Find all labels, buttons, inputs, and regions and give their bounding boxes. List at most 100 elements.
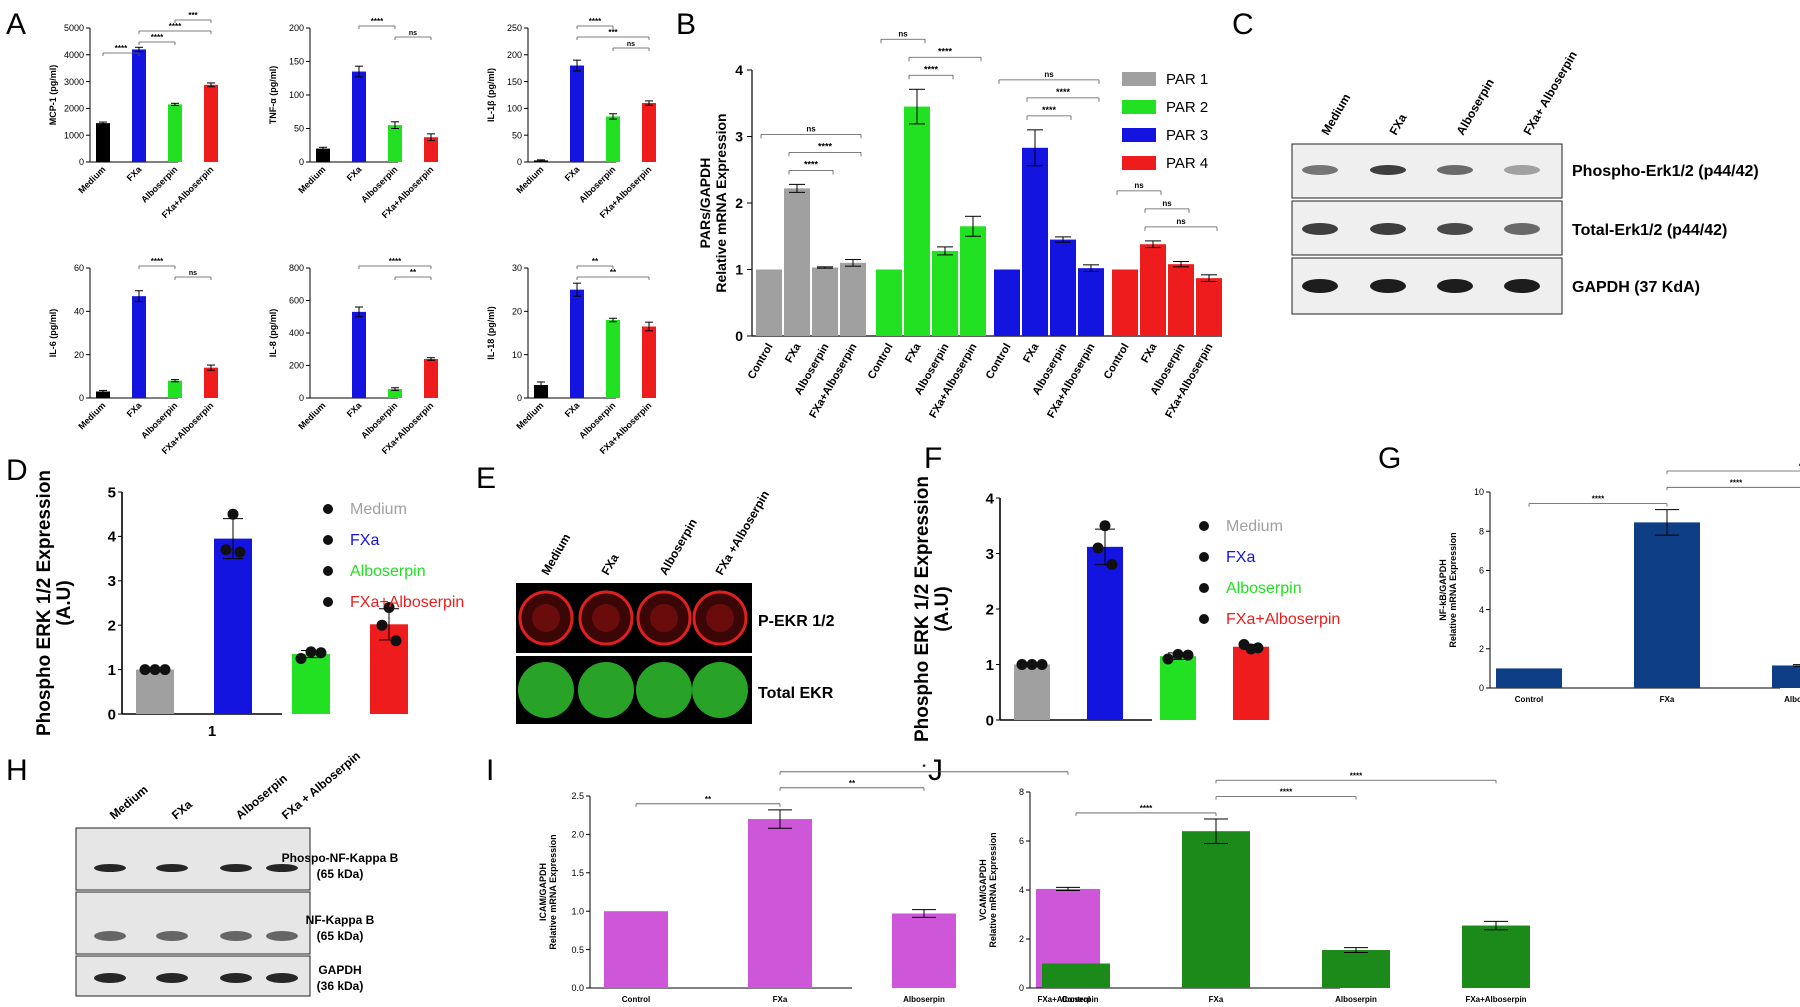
significance-label: **** xyxy=(1350,771,1363,780)
y-axis-label: IL-1β (pg/ml) xyxy=(486,68,496,122)
blot-row-label: GAPDH (37 KdA) xyxy=(1572,279,1700,296)
bar-medium xyxy=(1014,664,1050,720)
significance-label: ** xyxy=(592,257,599,266)
y-tick-label: 0.5 xyxy=(571,945,584,955)
y-tick-label: 8 xyxy=(1479,526,1484,536)
blot-band xyxy=(94,864,126,872)
significance-label: *** xyxy=(608,28,618,37)
panel-letter-h: H xyxy=(6,754,28,787)
y-tick-label: 0 xyxy=(1479,683,1484,693)
legend-label: PAR 3 xyxy=(1166,127,1208,144)
chart-f: 0 1 2 3 4 Phospho ERK 1/2 Expression (A.U) xyxy=(912,476,1269,742)
significance-label: **** xyxy=(1042,105,1057,115)
y-tick-label: 2.0 xyxy=(571,830,584,840)
legend-swatch xyxy=(1122,156,1156,170)
y-tick-label: 200 xyxy=(507,50,522,60)
significance-label: ** xyxy=(705,795,712,804)
significance-label: **** xyxy=(151,33,164,42)
significance-label: **** xyxy=(1140,804,1153,813)
data-point xyxy=(390,635,402,647)
significance-label: **** xyxy=(169,22,182,31)
data-point xyxy=(1182,649,1194,661)
bar-alboserpin xyxy=(606,320,620,398)
category-label: Control xyxy=(984,342,1014,382)
category-label: Medium xyxy=(76,164,107,195)
green-well xyxy=(636,662,692,718)
bar-fxa xyxy=(748,819,812,988)
y-axis-label: Phospho ERK 1/2 Expression xyxy=(912,476,933,742)
significance-label: **** xyxy=(1056,87,1071,97)
fluorescence-blot-e: Medium FXa Alboserpin FXa +Alboserpin P-EKR … xyxy=(516,488,835,724)
category-label: Medium xyxy=(76,400,107,431)
y-axis-label: TNF-α (pg/ml) xyxy=(268,66,278,125)
legend-label: FXa xyxy=(1226,549,1255,566)
data-point xyxy=(383,601,395,613)
blot-row-label: P-EKR 1/2 xyxy=(758,613,835,630)
data-point xyxy=(149,664,161,676)
significance-label: ns xyxy=(1162,199,1172,208)
data-point xyxy=(295,653,307,664)
legend-label: Alboserpin xyxy=(1226,580,1302,597)
category-label: Control xyxy=(746,342,776,382)
legend-marker xyxy=(1199,614,1209,624)
y-tick-label: 4 xyxy=(735,62,743,78)
y-tick-label: 50 xyxy=(512,130,522,140)
category-label: FXa xyxy=(783,341,804,365)
y-tick-label: 60 xyxy=(74,263,84,273)
data-point xyxy=(220,544,232,556)
y-axis-label: VCAM/GAPDH xyxy=(978,859,988,921)
panel-letter-j: J xyxy=(928,754,943,787)
red-well-center xyxy=(592,604,620,632)
bar-control xyxy=(604,911,668,988)
category-label: Alboserpin xyxy=(1335,995,1377,1004)
y-tick-label: 100 xyxy=(289,90,304,100)
category-label: FXa xyxy=(563,400,582,419)
legend-marker xyxy=(323,535,333,545)
panel-letter-c: C xyxy=(1232,8,1254,41)
category-label: FXa xyxy=(1021,341,1042,365)
y-tick-label: 0 xyxy=(517,157,522,167)
y-axis-label: PARs/GAPDH xyxy=(697,158,713,249)
bar-fxa xyxy=(570,289,584,398)
red-well-center xyxy=(650,604,678,632)
legend-label: Medium xyxy=(1226,518,1283,535)
lane-label: FXa xyxy=(169,797,195,822)
bar-fxa-alboserpin xyxy=(1233,646,1269,720)
bar-par2 xyxy=(904,106,930,336)
bar-medium xyxy=(136,669,174,714)
chart-a1: 0 1000 2000 3000 4000 5000 MCP-1 (pg/ml) Medium… xyxy=(48,11,218,220)
category-label: FXa+Alboserpin xyxy=(1037,995,1098,1004)
blot-band xyxy=(156,931,188,941)
blot-row-label: GAPDH xyxy=(318,963,361,977)
blot-band xyxy=(220,973,252,983)
blot-band xyxy=(1437,223,1473,235)
significance-label: **** xyxy=(818,141,833,151)
bar-alboserpin xyxy=(388,389,402,398)
y-tick-label: 0 xyxy=(79,393,84,403)
data-point xyxy=(227,508,239,520)
category-label: Alboserpin xyxy=(903,995,945,1004)
bar-fxa-alboserpin xyxy=(1462,925,1530,988)
significance-label: ** xyxy=(410,268,417,277)
bar-par1 xyxy=(784,188,810,336)
western-blot-c: Medium FXa Alboserpin FXa+ Alboserpin Phosph… xyxy=(1291,49,1759,315)
bar-par1 xyxy=(756,269,782,336)
y-tick-label: 0.0 xyxy=(571,983,584,993)
data-point xyxy=(1092,542,1104,554)
significance-label: ns xyxy=(189,270,197,277)
bar-medium xyxy=(96,123,110,162)
y-tick-label: 1 xyxy=(108,662,116,679)
legend-d: Medium FXa Alboserpin FXa+Alboserpin xyxy=(323,501,464,611)
category-label: Control xyxy=(1062,995,1090,1004)
blot-band xyxy=(1504,165,1540,175)
y-tick-label: 800 xyxy=(289,263,304,273)
bar-fxa-alboserpin xyxy=(424,359,438,398)
bar-alboserpin xyxy=(168,104,182,162)
bar-par1 xyxy=(840,262,866,336)
lane-label: FXa xyxy=(598,551,621,577)
blot-band xyxy=(1437,165,1473,175)
blot-row-label: (65 kDa) xyxy=(317,929,364,943)
y-tick-label: 250 xyxy=(507,23,522,33)
bar-par3 xyxy=(994,269,1020,336)
